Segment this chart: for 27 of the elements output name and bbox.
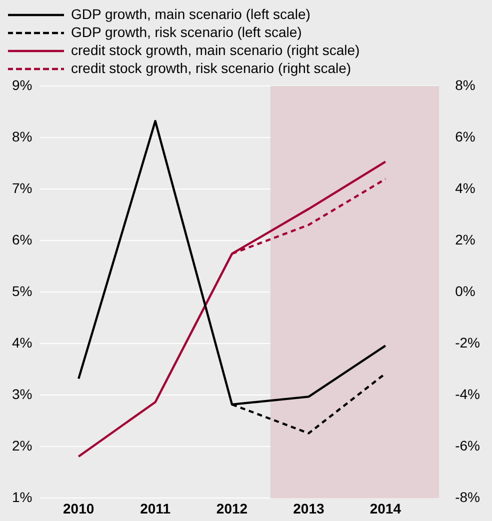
y2-tick-label: 2%	[455, 231, 476, 248]
y-tick-label: 3%	[12, 386, 32, 402]
legend-label: GDP growth, risk scenario (left scale)	[71, 24, 302, 40]
x-tick-label: 2013	[293, 500, 324, 516]
x-tick-label: 2012	[216, 500, 248, 516]
legend-label: credit stock growth, risk scenario (right scale)	[71, 60, 352, 76]
y-tick-label: 9%	[12, 76, 32, 93]
x-tick-label: 2014	[370, 500, 402, 516]
y-tick-label: 6%	[12, 231, 32, 248]
y2-tick-label: -4%	[455, 386, 480, 402]
y2-tick-label: 8%	[455, 76, 476, 93]
y-tick-label: 1%	[12, 489, 32, 506]
y2-tick-label: -2%	[455, 334, 480, 350]
legend-label: GDP growth, main scenario (left scale)	[71, 6, 310, 22]
y2-tick-label: 4%	[455, 180, 476, 196]
x-tick-label: 2011	[140, 500, 171, 516]
y2-tick-label: 0%	[455, 282, 476, 299]
y2-tick-label: 6%	[455, 128, 476, 144]
y2-tick-label: -8%	[455, 489, 480, 506]
y-tick-label: 8%	[12, 128, 32, 144]
y-tick-label: 4%	[12, 334, 32, 350]
y-tick-label: 5%	[12, 282, 32, 299]
x-tick-label: 2010	[63, 500, 94, 516]
y-tick-label: 2%	[12, 438, 32, 454]
legend-label: credit stock growth, main scenario (right scale)	[71, 42, 360, 58]
y2-tick-label: -6%	[455, 438, 480, 454]
y-tick-label: 7%	[12, 180, 32, 196]
